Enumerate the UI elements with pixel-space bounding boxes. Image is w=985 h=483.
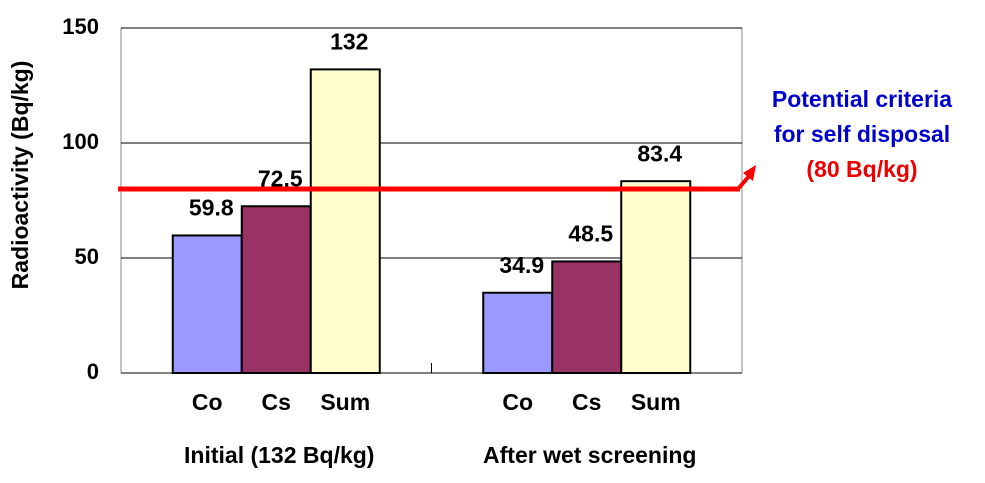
bar	[309, 68, 381, 375]
x-group-label: Initial (132 Bq/kg)	[184, 442, 374, 468]
bar	[171, 234, 243, 374]
bar-label: Cs	[262, 389, 291, 415]
value-label: 34.9	[499, 252, 544, 278]
x-group-label: After wet screening	[483, 442, 696, 468]
value-label: 59.8	[189, 195, 234, 221]
value-label: 132	[330, 28, 368, 54]
y-tick-label: 100	[62, 129, 99, 154]
bar	[620, 180, 692, 374]
y-tick-label: 0	[87, 359, 99, 384]
reference-annotation: for self disposal	[774, 121, 950, 147]
y-tick-label: 50	[75, 244, 99, 269]
bar	[482, 291, 554, 375]
bar-label: Co	[192, 389, 223, 415]
y-axis-label: Radioactivity (Bq/kg)	[7, 61, 33, 290]
reference-arrowhead	[743, 165, 756, 181]
bar-label: Cs	[572, 389, 601, 415]
reference-annotation: Potential criteria	[772, 86, 952, 112]
bar-label: Co	[502, 389, 533, 415]
value-label: 48.5	[568, 221, 613, 247]
bar-label: Sum	[320, 389, 370, 415]
y-tick-label: 150	[62, 14, 99, 39]
bar	[551, 260, 623, 375]
reference-annotation: (80 Bq/kg)	[806, 156, 917, 182]
value-label: 83.4	[637, 140, 682, 166]
bar-label: Sum	[631, 389, 681, 415]
bar	[240, 205, 312, 374]
reference-arrow	[736, 173, 752, 191]
